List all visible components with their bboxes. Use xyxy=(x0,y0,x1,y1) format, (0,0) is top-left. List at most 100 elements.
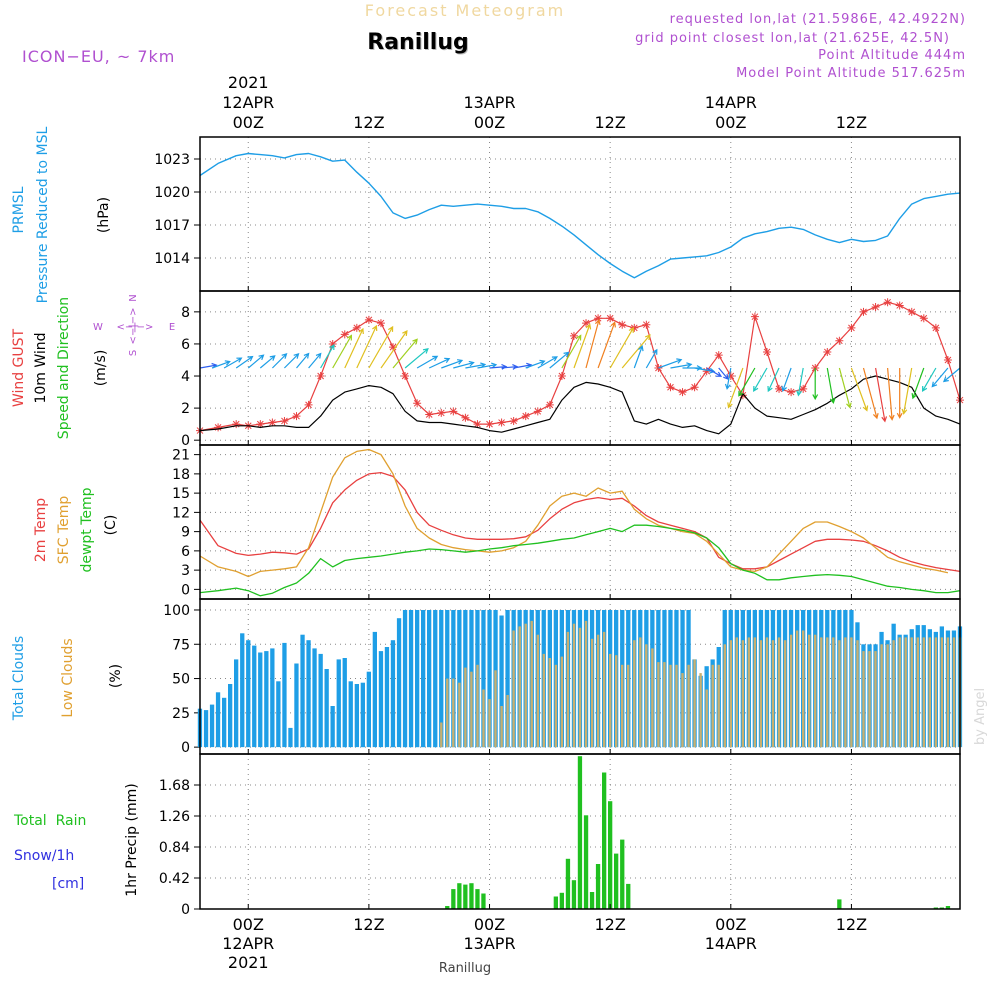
low-cloud-bar xyxy=(578,627,582,748)
y-tick-label: 100 xyxy=(163,603,190,619)
top-time-label: 14APR xyxy=(705,93,757,112)
rain-bar xyxy=(469,883,474,909)
low-cloud-bar xyxy=(458,682,461,748)
bottom-time-label: 13APR xyxy=(463,934,515,953)
wind-direction-arrow xyxy=(380,329,408,369)
y-tick-label: 4 xyxy=(181,369,190,385)
rain-bar xyxy=(595,864,601,909)
low-cloud-bar xyxy=(771,640,775,748)
top-time-label: 12Z xyxy=(353,113,384,132)
low-cloud-bar xyxy=(711,664,714,748)
rain-bar xyxy=(559,892,564,909)
low-cloud-bar xyxy=(886,644,889,748)
rain-bar xyxy=(837,899,842,909)
y-tick-label: 0 xyxy=(181,433,190,449)
low-cloud-bar xyxy=(512,630,515,748)
y-tick-label: 9 xyxy=(181,525,190,541)
wind-direction-arrow xyxy=(942,367,961,383)
temp-unit: (C) xyxy=(103,515,119,536)
wind-direction-arrow xyxy=(308,352,322,369)
wind-direction-arrow xyxy=(911,367,925,400)
low-cloud-bar xyxy=(452,678,455,748)
low-cloud-bar xyxy=(669,664,672,748)
wind-direction-arrow xyxy=(682,365,703,371)
wind-direction-arrow xyxy=(724,367,732,390)
low-cloud-bar xyxy=(874,651,877,748)
wind-10m-label: 10m Wind xyxy=(33,332,49,403)
rain-bar xyxy=(571,880,577,909)
total-cloud-bar xyxy=(378,651,384,748)
low-cloud-bar xyxy=(476,664,479,748)
sfc-temp-line xyxy=(199,448,949,578)
total-cloud-bar xyxy=(372,631,377,748)
gust-marker xyxy=(642,320,651,329)
wind-direction-arrow xyxy=(223,357,243,369)
wind-direction-arrow xyxy=(271,353,288,369)
gust-marker xyxy=(702,367,711,376)
low-cloud-bar xyxy=(609,653,612,748)
y-tick-label: 18 xyxy=(172,467,190,483)
gust-marker xyxy=(473,420,482,429)
dewpt-label: dewpt Temp xyxy=(79,487,95,572)
total-cloud-bar xyxy=(228,684,233,748)
low-cloud-bar xyxy=(482,689,485,748)
low-cloud-bar xyxy=(548,658,551,748)
gust-marker xyxy=(232,420,241,429)
total-cloud-bar xyxy=(481,610,486,748)
wind-direction-arrow xyxy=(862,367,879,420)
y-tick-label: 2 xyxy=(181,401,190,417)
total-cloud-bar xyxy=(384,647,390,748)
pressure-label-2: Pressure Reduced to MSL xyxy=(35,126,51,303)
low-cloud-bar xyxy=(615,655,618,748)
y-tick-label: 21 xyxy=(172,448,190,464)
wind-direction-arrow xyxy=(332,334,353,369)
low-cloud-bar xyxy=(916,637,919,748)
wind-direction-arrow xyxy=(718,367,729,380)
gust-marker xyxy=(533,407,542,416)
total-cloud-bar xyxy=(258,652,263,748)
low-cloud-bar xyxy=(530,620,533,748)
low-cloud-bar xyxy=(735,637,738,748)
gust-line xyxy=(199,301,961,432)
t2m-line xyxy=(199,471,961,573)
y-tick-label: 3 xyxy=(181,563,190,579)
bottom-time-label: 12Z xyxy=(836,915,867,934)
low-cloud-bar xyxy=(892,640,895,748)
wind-direction-arrow xyxy=(812,368,819,401)
total-cloud-bar xyxy=(312,648,317,748)
wind-direction-arrow xyxy=(781,367,792,392)
wind-direction-arrow xyxy=(658,358,683,369)
low-cloud-bar xyxy=(494,670,497,748)
wind-direction-arrow xyxy=(549,351,570,369)
low-cloud-bar xyxy=(621,664,624,748)
wind-direction-arrow xyxy=(796,367,804,397)
y-tick-label: 6 xyxy=(181,337,190,353)
rain-bar xyxy=(451,889,456,909)
gust-marker xyxy=(545,400,554,409)
wind-direction-arrow xyxy=(753,367,768,392)
wind-dir-label: Speed and Direction xyxy=(56,297,72,439)
gust-marker xyxy=(328,339,337,348)
y-tick-label: 0.42 xyxy=(159,871,190,887)
model-altitude: Model Point Altitude 517.625m xyxy=(736,66,966,81)
compass-east: E xyxy=(169,322,175,333)
low-cloud-bar xyxy=(488,699,491,748)
y-tick-label: 1014 xyxy=(154,251,190,267)
total-cloud-bar xyxy=(282,642,287,748)
gust-marker xyxy=(823,347,832,356)
compass-north: N xyxy=(128,294,139,301)
wind-direction-arrow xyxy=(453,360,475,369)
gust-marker xyxy=(750,312,759,321)
gust-marker xyxy=(509,416,518,425)
low-cloud-bar xyxy=(795,630,799,748)
compass-horizontal-arrows: <−|−> xyxy=(117,322,154,333)
low-cloud-bar xyxy=(572,623,576,748)
wind-direction-arrow xyxy=(441,359,464,369)
wind-direction-arrow xyxy=(645,348,658,369)
low-cloud-bar xyxy=(783,640,787,748)
wind-direction-arrow xyxy=(235,355,254,369)
low-cloud-bar xyxy=(464,667,467,748)
low-cloud-bar xyxy=(880,644,883,748)
wind-direction-arrow xyxy=(525,359,546,369)
wind-direction-arrow xyxy=(296,352,310,369)
